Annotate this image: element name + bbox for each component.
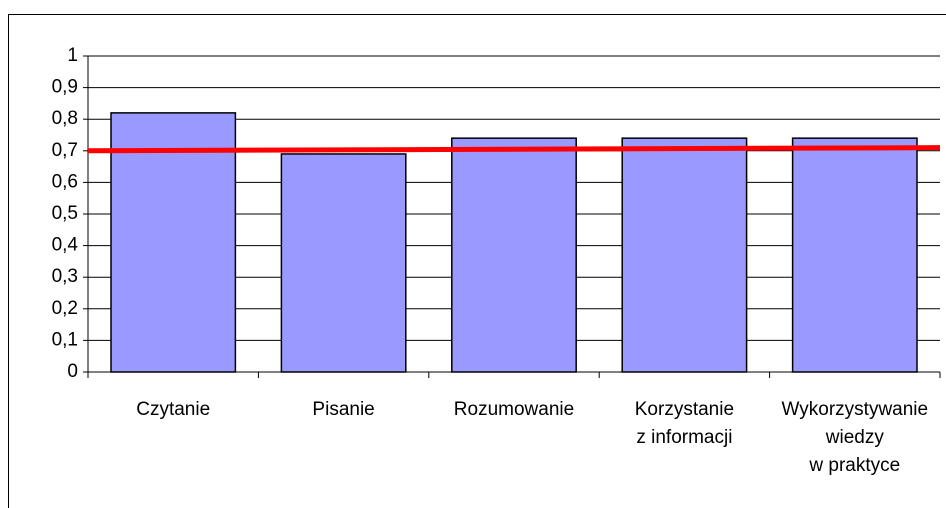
y-tick-label: 0,1 [52,329,78,350]
x-tick-label: Rozumowanie [454,399,574,420]
y-tick-label: 0,6 [52,171,78,192]
y-tick-label: 0,8 [52,108,78,129]
bar [110,112,237,373]
y-tick-label: 0,2 [52,298,78,319]
x-tick-label: Wykorzystywanie wiedzy w praktyce [782,399,929,476]
y-tick-label: 0 [67,361,78,382]
x-tick-label: Pisanie [312,399,374,420]
y-tick-label: 1 [67,45,78,66]
bar [451,137,577,373]
bar [280,153,407,373]
y-tick-label: 0,3 [52,266,78,287]
y-tick-label: 0,7 [52,140,78,161]
x-tick-label: Korzystanie z informacji [635,399,734,448]
x-tick-label: Czytanie [136,399,210,420]
reference-line [87,145,941,154]
y-tick-label: 0,5 [52,203,78,224]
y-tick-label: 0,9 [52,77,78,98]
bar [791,137,918,373]
bar [621,137,748,373]
y-tick-label: 0,4 [52,235,79,256]
